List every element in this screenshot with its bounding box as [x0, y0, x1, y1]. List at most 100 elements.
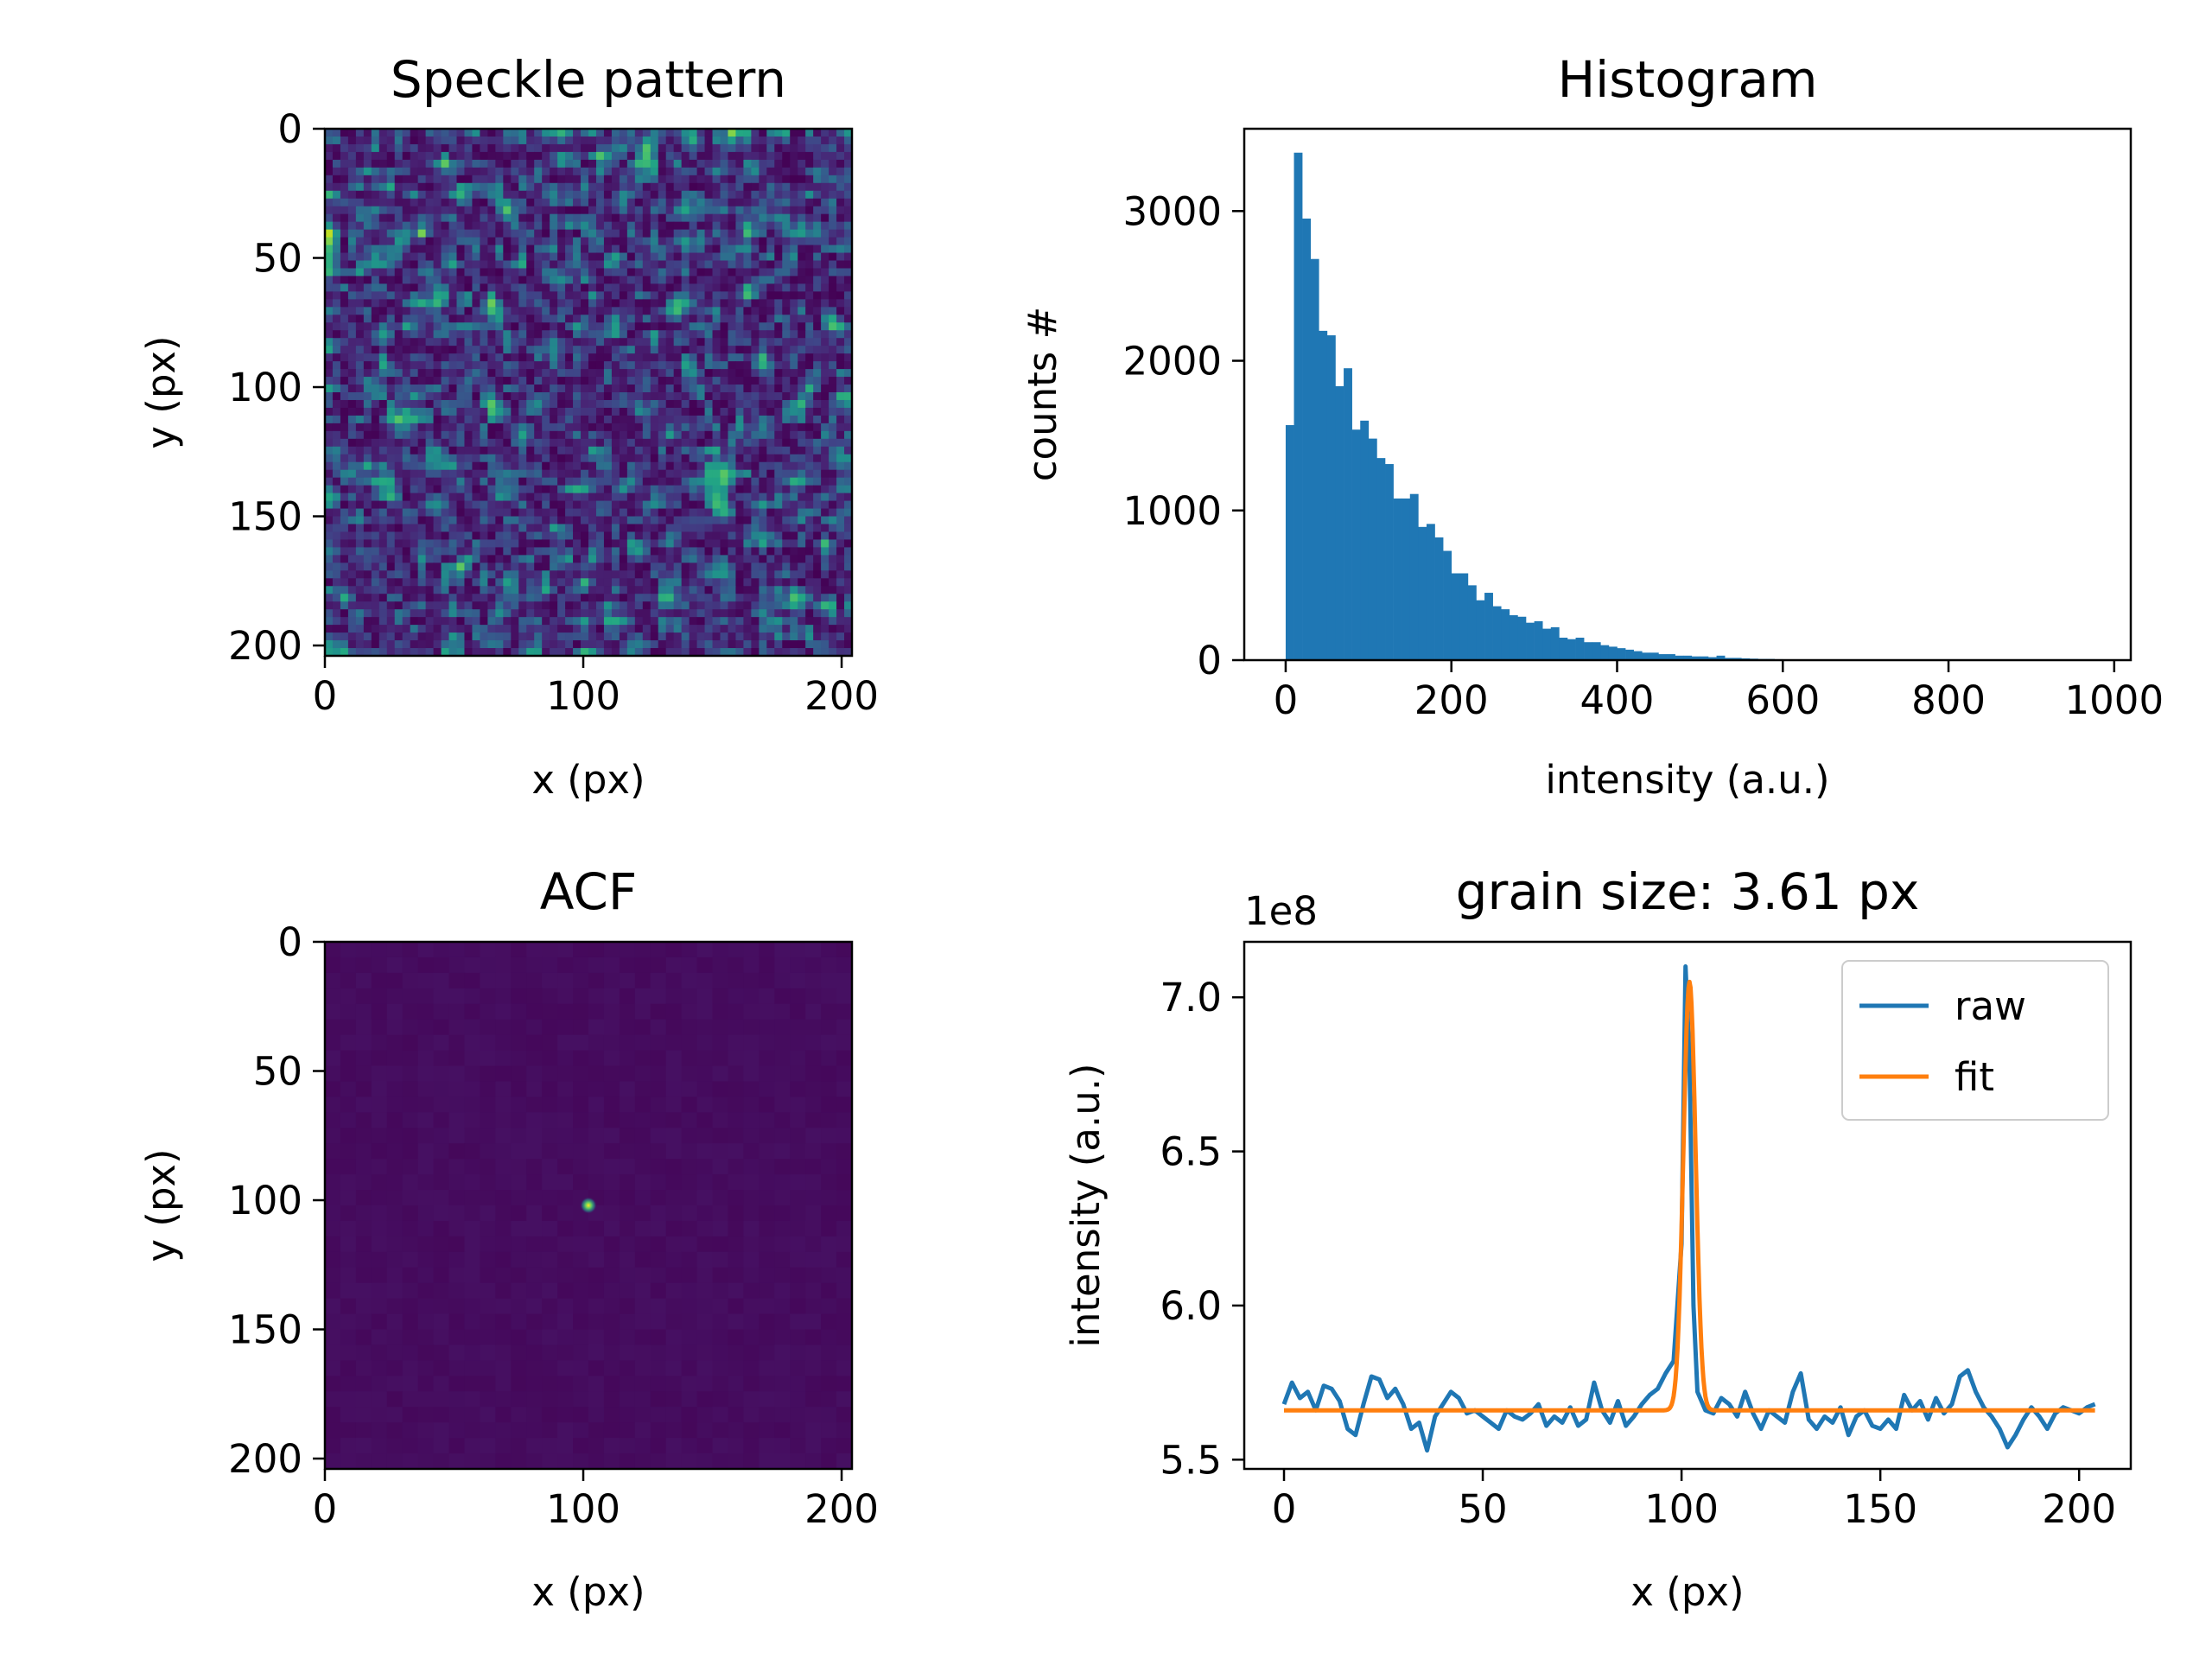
speckle-pixel	[386, 276, 396, 285]
speckle-pixel	[673, 625, 683, 633]
speckle-pixel	[603, 516, 613, 525]
speckle-pixel	[681, 190, 690, 200]
acf-pixel	[495, 1050, 512, 1067]
speckle-pixel	[542, 399, 550, 409]
speckle-pixel	[720, 361, 729, 370]
speckle-pixel	[626, 586, 636, 594]
speckle-pixel	[805, 213, 814, 223]
speckle-pixel	[634, 469, 644, 479]
acf-pixel	[340, 1019, 357, 1036]
speckle-pixel	[363, 283, 372, 292]
speckle-pixel	[534, 221, 543, 231]
speckle-pixel	[759, 586, 767, 594]
acf-pixel	[355, 1003, 372, 1020]
speckle-pixel	[518, 221, 527, 231]
speckle-pixel	[472, 454, 481, 463]
speckle-pixel	[704, 555, 714, 563]
speckle-pixel	[759, 283, 767, 292]
speckle-pixel	[689, 555, 698, 563]
speckle-pixel	[495, 469, 504, 479]
speckle-pixel	[347, 143, 357, 153]
speckle-pixel	[332, 307, 341, 315]
speckle-pixel	[782, 563, 791, 571]
speckle-pixel	[542, 469, 550, 479]
speckle-pixel	[340, 260, 349, 270]
speckle-pixel	[798, 609, 806, 618]
speckle-pixel	[696, 578, 706, 587]
speckle-pixel	[417, 237, 427, 246]
speckle-pixel	[495, 555, 504, 563]
speckle-pixel	[720, 167, 729, 176]
speckle-pixel	[821, 175, 830, 184]
speckle-pixel	[813, 500, 822, 510]
speckle-pixel	[487, 407, 496, 416]
speckle-pixel	[673, 268, 683, 277]
speckle-pixel	[743, 245, 752, 254]
speckle-pixel	[689, 516, 698, 525]
speckle-pixel	[696, 237, 706, 246]
speckle-pixel	[410, 369, 419, 378]
speckle-pixel	[650, 461, 659, 471]
speckle-pixel	[673, 151, 683, 161]
speckle-pixel	[790, 377, 798, 385]
speckle-pixel	[394, 151, 404, 161]
speckle-pixel	[665, 330, 675, 339]
speckle-pixel	[347, 198, 357, 207]
speckle-pixel	[595, 609, 605, 618]
speckle-pixel	[456, 461, 466, 471]
acf-pixel	[665, 972, 683, 989]
speckle-pixel	[433, 632, 442, 641]
histogram-bar	[1467, 585, 1477, 660]
speckle-pixel	[603, 407, 613, 416]
speckle-pixel	[581, 500, 589, 510]
speckle-pixel	[689, 578, 698, 587]
speckle-pixel	[464, 338, 474, 346]
acf-pixel	[355, 1050, 372, 1067]
speckle-pixel	[464, 500, 474, 510]
speckle-pixel	[829, 129, 837, 137]
speckle-pixel	[611, 206, 620, 215]
speckle-pixel	[347, 446, 357, 455]
speckle-pixel	[456, 291, 466, 300]
speckle-pixel	[550, 299, 558, 308]
speckle-pixel	[581, 415, 589, 424]
speckle-pixel	[472, 260, 481, 270]
speckle-pixel	[836, 446, 845, 455]
speckle-pixel	[332, 291, 341, 300]
speckle-pixel	[689, 648, 698, 656]
speckle-pixel	[503, 245, 512, 254]
acf-pixel	[495, 1034, 512, 1052]
speckle-pixel	[371, 206, 380, 215]
speckle-pixel	[550, 283, 558, 292]
speckle-pixel	[534, 547, 543, 556]
speckle-pixel	[759, 377, 767, 385]
speckle-pixel	[759, 594, 767, 602]
speckle-pixel	[534, 206, 543, 215]
speckle-ytick-label: 0	[277, 106, 302, 152]
speckle-pixel	[813, 276, 822, 285]
speckle-pixel	[735, 190, 745, 200]
speckle-pixel	[417, 369, 427, 378]
acf-pixel	[805, 988, 822, 1005]
speckle-pixel	[829, 438, 837, 448]
speckle-pixel	[650, 570, 659, 579]
speckle-pixel	[689, 493, 698, 502]
speckle-pixel	[464, 229, 474, 238]
speckle-pixel	[844, 245, 852, 254]
speckle-pixel	[634, 361, 644, 370]
acf-pixel	[712, 1003, 729, 1020]
speckle-pixel	[673, 446, 683, 455]
speckle-pixel	[402, 346, 411, 354]
speckle-pixel	[836, 640, 845, 649]
speckle-pixel	[735, 601, 745, 610]
speckle-pixel	[751, 129, 760, 137]
speckle-pixel	[394, 547, 404, 556]
speckle-pixel	[650, 143, 659, 153]
speckle-pixel	[363, 245, 372, 254]
speckle-pixel	[511, 245, 519, 254]
speckle-pixel	[371, 377, 380, 385]
speckle-pixel	[743, 213, 752, 223]
speckle-pixel	[712, 563, 721, 571]
speckle-pixel	[735, 392, 745, 401]
speckle-pixel	[611, 283, 620, 292]
